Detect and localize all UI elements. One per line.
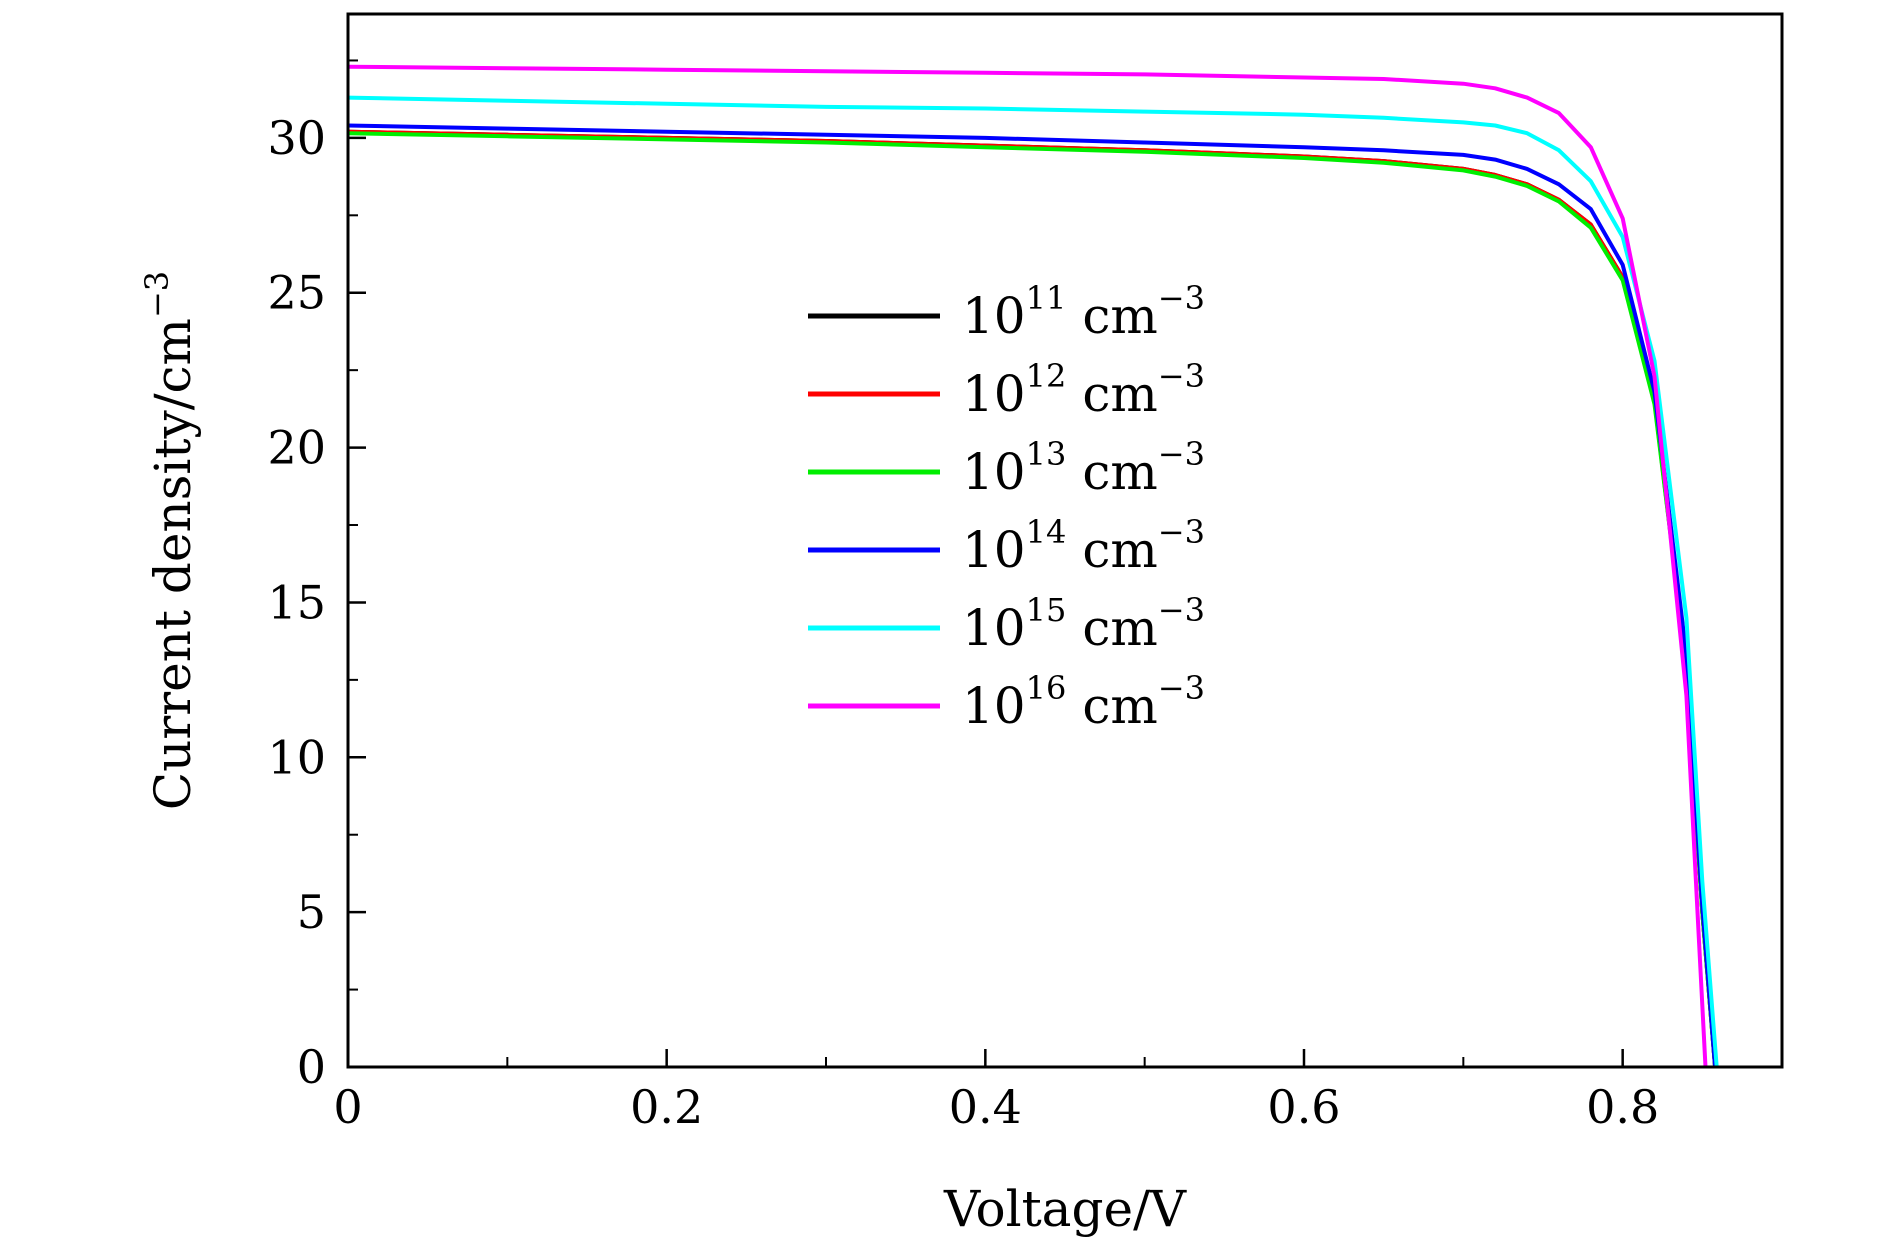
legend-base: 10	[962, 677, 1026, 735]
legend-item-16: 1016 cm−3	[808, 669, 1205, 735]
y-tick-label: 15	[267, 575, 326, 629]
y-tick-label: 5	[297, 885, 326, 939]
plot-frame	[346, 12, 1784, 1069]
legend-item-15: 1015 cm−3	[808, 591, 1205, 657]
legend-exponent: 11	[1026, 279, 1067, 317]
y-tick-label: 30	[267, 111, 326, 165]
x-tick-label: 0.2	[630, 1080, 703, 1134]
legend-exponent: 15	[1026, 591, 1067, 629]
legend-base: 10	[962, 287, 1026, 345]
series-lines	[348, 64, 1719, 1067]
x-axis-title: Voltage/V	[943, 1180, 1187, 1238]
legend-unit: cm	[1082, 677, 1157, 735]
legend-unit-exponent: −3	[1158, 591, 1205, 629]
legend-base: 10	[962, 443, 1026, 501]
legend-label: 1011 cm−3	[962, 279, 1205, 345]
series-line-15	[348, 95, 1719, 1067]
legend-unit-exponent: −3	[1158, 513, 1205, 551]
x-tick-label: 0	[333, 1080, 362, 1134]
legend-item-13: 1013 cm−3	[808, 435, 1205, 501]
legend-item-12: 1012 cm−3	[808, 357, 1205, 423]
series-line-16	[348, 64, 1708, 1067]
legend-exponent: 14	[1026, 513, 1067, 551]
legend-item-11: 1011 cm−3	[808, 279, 1205, 345]
y-tick-label: 25	[267, 266, 326, 320]
legend-unit: cm	[1082, 287, 1157, 345]
legend-base: 10	[962, 365, 1026, 423]
legend-unit: cm	[1082, 521, 1157, 579]
y-tick-label: 0	[297, 1040, 326, 1094]
legend-unit: cm	[1082, 443, 1157, 501]
y-tick-label: 20	[267, 421, 326, 475]
legend-unit: cm	[1082, 365, 1157, 423]
y-tick-label: 10	[267, 730, 326, 784]
legend-unit-exponent: −3	[1158, 279, 1205, 317]
legend-unit-exponent: −3	[1158, 669, 1205, 707]
legend-exponent: 12	[1026, 357, 1067, 395]
x-tick-label: 0.4	[949, 1080, 1022, 1134]
legend-label: 1013 cm−3	[962, 435, 1205, 501]
legend-unit-exponent: −3	[1158, 435, 1205, 473]
legend-exponent: 16	[1026, 669, 1067, 707]
x-tick-label: 0.8	[1586, 1080, 1659, 1134]
y-axis-title-exponent: −3	[138, 271, 176, 318]
legend-label: 1016 cm−3	[962, 669, 1205, 735]
legend-item-14: 1014 cm−3	[808, 513, 1205, 579]
y-axis-title: Current density/cm−3	[138, 271, 202, 810]
legend-label: 1015 cm−3	[962, 591, 1205, 657]
legend-unit-exponent: −3	[1158, 357, 1205, 395]
legend-unit: cm	[1082, 599, 1157, 657]
legend-exponent: 13	[1026, 435, 1067, 473]
legend-label: 1012 cm−3	[962, 357, 1205, 423]
legend-base: 10	[962, 599, 1026, 657]
y-axis-title-text: Current density/cm	[144, 318, 202, 810]
legend-label: 1014 cm−3	[962, 513, 1205, 579]
legend-base: 10	[962, 521, 1026, 579]
x-tick-label: 0.6	[1267, 1080, 1340, 1134]
